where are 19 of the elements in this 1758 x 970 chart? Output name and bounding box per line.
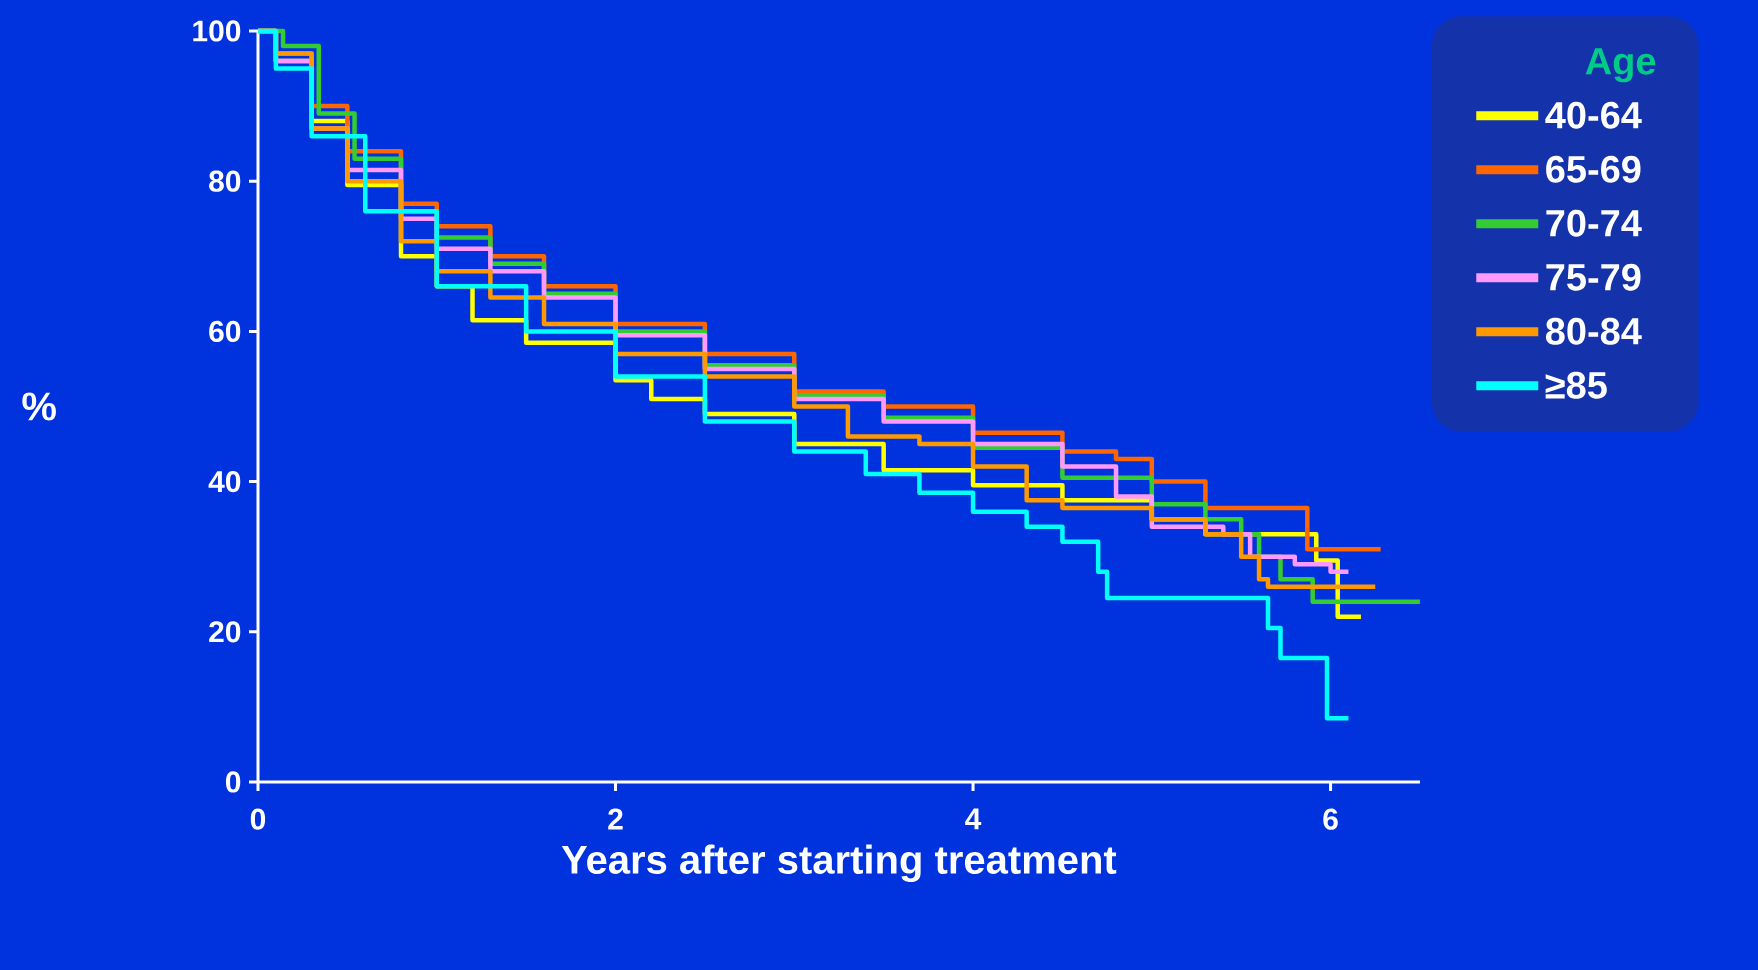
legend-label: ≥85	[1545, 371, 1607, 399]
x-tick-label: 0	[250, 808, 266, 830]
y-tick-label: 80	[209, 170, 241, 192]
legend-label: 65-69	[1546, 155, 1641, 183]
y-tick-label: 40	[208, 470, 241, 493]
x-tick-label: 4	[965, 808, 982, 830]
legend-title: Age	[1585, 48, 1656, 83]
y-tick-label: 20	[209, 621, 241, 643]
y-tick-label: 100	[193, 20, 241, 42]
x-tick-label: 6	[1323, 808, 1338, 830]
y-axis-title: %	[22, 392, 56, 421]
y-tick-label: 0	[225, 771, 241, 793]
x-axis-title: Years after starting treatment	[561, 844, 1117, 883]
legend-label: 75-79	[1546, 263, 1641, 291]
y-tick-label: 60	[209, 320, 241, 343]
legend-label: 80-84	[1545, 317, 1642, 345]
legend-label: 40-64	[1545, 101, 1642, 129]
legend-label: 70-74	[1546, 209, 1642, 237]
x-tick-label: 2	[608, 808, 623, 830]
